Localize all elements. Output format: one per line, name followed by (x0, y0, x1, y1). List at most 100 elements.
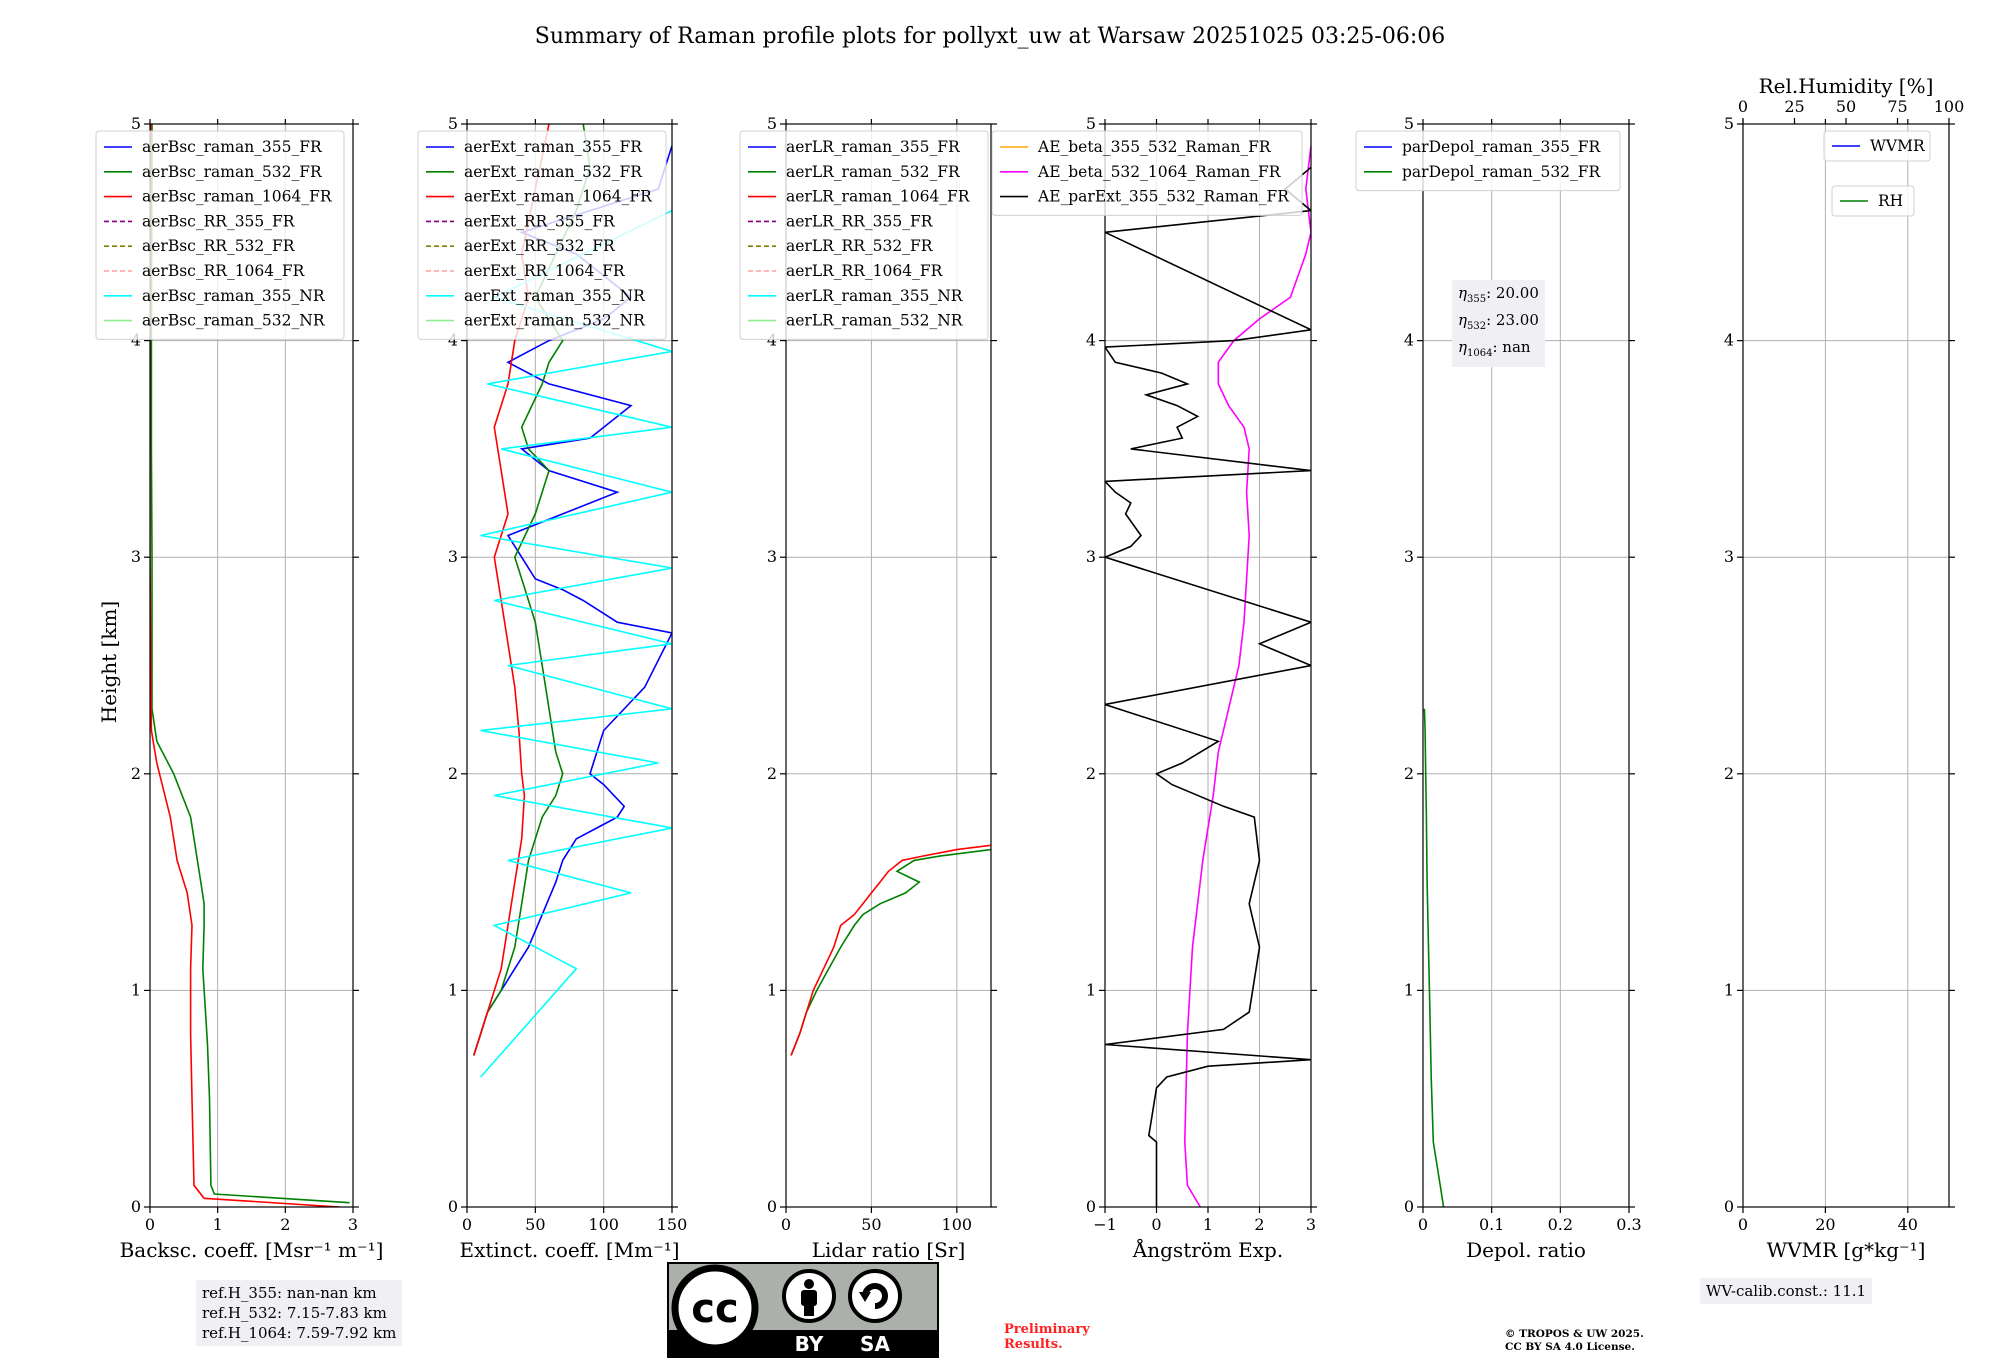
y-tick-label-5: 5 (1086, 114, 1096, 133)
axes-frame (785, 123, 992, 1208)
legend-label-2: RH (1878, 192, 1903, 210)
y-tick-label-3: 3 (1724, 547, 1734, 566)
eta1064-value: nan (1502, 338, 1531, 356)
legend-box (95, 130, 345, 340)
legend-label-6: aerLR_RR_1064_FR (786, 262, 944, 280)
y-tick-label-1: 1 (1724, 980, 1734, 999)
legend-label-5: aerLR_RR_532_FR (786, 237, 934, 255)
series-line-2 (150, 124, 350, 1204)
series-line-2 (1423, 708, 1445, 1207)
legend-label-7: aerExt_raman_355_NR (464, 287, 646, 305)
y-tick-label-4: 4 (767, 331, 777, 350)
y-tick-label-0: 0 (1724, 1197, 1734, 1216)
panel-1: 0 1 2 3 0 1 2 3 4 5 Backsc. coeff. [Msr⁻¹ m⁻¹] aerB… (95, 114, 384, 1262)
x-tick-label-0: 0 (1418, 1215, 1428, 1234)
legend-label-2: parDepol_raman_532_FR (1402, 163, 1602, 181)
cc-by-sa-logo: cc BY SA (667, 1262, 939, 1358)
copyright-line-1: © TROPOS & UW 2025. (1505, 1328, 1644, 1340)
series-group (790, 844, 991, 1056)
panel-3: 0 50 100 0 1 2 3 4 5 Lidar ratio [Sr] aerLR_raman_… (739, 114, 997, 1262)
x-tick-label-1: 1 (213, 1215, 223, 1234)
top-axis-tick-label-1: 25 (1784, 97, 1804, 116)
x-tick-label-3: 0.3 (1616, 1215, 1641, 1234)
legend-label-1: AE_beta_355_532_Raman_FR (1037, 138, 1272, 156)
y-tick-label-3: 3 (1404, 547, 1414, 566)
reference-height-box: ref.H_355: nan-nan km ref.H_532: 7.15-7.… (196, 1280, 403, 1346)
legend-label-8: aerExt_raman_532_NR (464, 312, 646, 330)
series-line-1 (473, 145, 672, 1056)
cc-sa-text: SA (860, 1332, 890, 1356)
preliminary-results-note: Preliminary Results. (1004, 1322, 1090, 1352)
x-tick-label-1: 50 (525, 1215, 545, 1234)
top-axis-tick-label-0: 0 (1738, 97, 1748, 116)
x-tick-label-1: 0.1 (1479, 1215, 1504, 1234)
legend-box (1355, 130, 1621, 192)
y-tick-label-4: 4 (1086, 331, 1096, 350)
legend-label-4: aerLR_RR_355_FR (786, 212, 934, 230)
legend-box (417, 130, 667, 340)
x-tick-label-1: 20 (1815, 1215, 1835, 1234)
legend-label-7: aerBsc_raman_355_NR (142, 287, 326, 305)
x-tick-label-2: 0.2 (1548, 1215, 1573, 1234)
y-tick-label-2: 2 (131, 764, 141, 783)
wv-calib-box: WV-calib.const.: 11.1 (1700, 1278, 1873, 1304)
legend-label-8: aerLR_raman_532_NR (786, 312, 964, 330)
legend-label-5: aerBsc_RR_532_FR (142, 237, 296, 255)
axes-frame (1742, 123, 1950, 1208)
y-tick-label-5: 5 (1724, 114, 1734, 133)
panel-6: 0 20 40 0 1 2 3 4 5 WVMR [g*kg⁻¹] 0 25 50 75 100Rel.Hu… (1724, 74, 1964, 1262)
legend: WVMR RH (1823, 130, 1931, 217)
x-axis-label: Lidar ratio [Sr] (812, 1238, 966, 1262)
y-tick-label-2: 2 (1086, 764, 1096, 783)
x-tick-label-1: 0 (1151, 1215, 1161, 1234)
x-tick-label-3: 150 (657, 1215, 688, 1234)
x-tick-label-3: 2 (1254, 1215, 1264, 1234)
x-axis-label: Depol. ratio (1466, 1238, 1586, 1262)
top-axis-label: Rel.Humidity [%] (1759, 74, 1934, 98)
eta-annotation: η355: 20.00 η532: 23.00 η1064: nan (1452, 280, 1545, 367)
y-tick-label-5: 5 (131, 114, 141, 133)
series-line-7 (480, 209, 672, 1078)
ref-h-1064: ref.H_1064: 7.59-7.92 km (202, 1324, 397, 1342)
legend-label-2: aerLR_raman_532_FR (786, 163, 961, 181)
y-tick-label-2: 2 (1404, 764, 1414, 783)
axes-frame (1422, 123, 1630, 1208)
legend-box-2 (1831, 185, 1915, 217)
y-tick-label-3: 3 (448, 547, 458, 566)
series-line-2 (790, 848, 991, 1056)
y-tick-label-2: 2 (448, 764, 458, 783)
y-tick-label-1: 1 (1086, 980, 1096, 999)
panel-5: 0 0.1 0.2 0.3 0 1 2 3 4 5 Depol. ratio parDepol_ram… (1355, 114, 1642, 1262)
series-line-2 (1183, 145, 1311, 1207)
y-tick-label-0: 0 (131, 1197, 141, 1216)
series-line-3 (1105, 166, 1311, 1207)
y-tick-label-4: 4 (448, 331, 458, 350)
y-tick-label-1: 1 (767, 980, 777, 999)
legend-label-1: aerLR_raman_355_FR (786, 138, 961, 156)
eta355-value: 20.00 (1495, 284, 1539, 302)
ref-h-532: ref.H_532: 7.15-7.83 km (202, 1304, 387, 1322)
wv-calib-text: WV-calib.const.: 11.1 (1706, 1282, 1867, 1300)
prelim-line-2: Results. (1004, 1337, 1063, 1352)
legend-label-1: aerExt_raman_355_FR (464, 138, 643, 156)
series-group (1423, 708, 1445, 1207)
y-tick-label-1: 1 (131, 980, 141, 999)
x-axis-label: Backsc. coeff. [Msr⁻¹ m⁻¹] (120, 1238, 384, 1262)
legend-label-3: aerBsc_raman_1064_FR (142, 188, 333, 206)
cc-by-text: BY (795, 1332, 824, 1356)
series-group (1105, 145, 1311, 1207)
x-tick-label-2: 1 (1203, 1215, 1213, 1234)
panel-2: 0 50 100 150 0 1 2 3 4 5 Extinct. coeff. [Mm⁻¹] aer… (417, 114, 688, 1262)
x-tick-label-0: 0 (462, 1215, 472, 1234)
x-tick-label-2: 2 (280, 1215, 290, 1234)
y-tick-label-4: 4 (1404, 331, 1414, 350)
y-tick-label-3: 3 (1086, 547, 1096, 566)
x-tick-label-0: 0 (145, 1215, 155, 1234)
legend-label-4: aerBsc_RR_355_FR (142, 212, 296, 230)
legend-label-4: aerExt_RR_355_FR (464, 212, 616, 230)
legend-box-1 (1823, 130, 1931, 162)
legend-box (991, 130, 1303, 216)
y-tick-label-0: 0 (448, 1197, 458, 1216)
y-axis-label: Height [km] (97, 601, 121, 723)
